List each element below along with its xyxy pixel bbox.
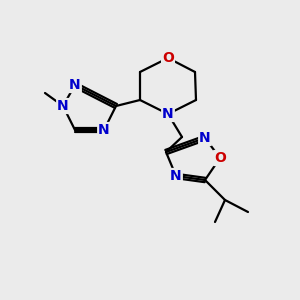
Text: O: O xyxy=(214,151,226,165)
Text: N: N xyxy=(98,123,110,137)
Text: O: O xyxy=(162,51,174,65)
Text: N: N xyxy=(199,131,211,145)
Text: N: N xyxy=(170,169,182,183)
Text: N: N xyxy=(162,107,174,121)
Text: N: N xyxy=(69,78,81,92)
Text: N: N xyxy=(57,99,69,113)
